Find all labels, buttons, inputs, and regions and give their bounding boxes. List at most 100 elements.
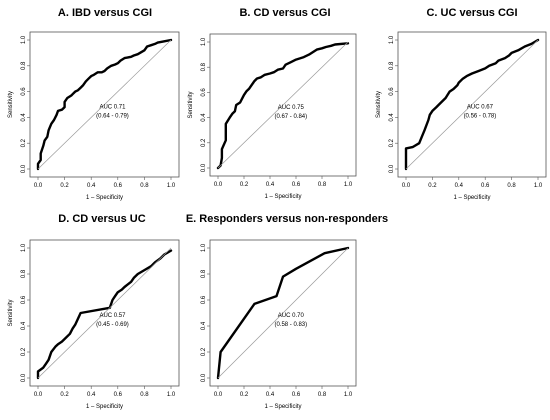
x-tick-label: 0.0 (34, 392, 43, 398)
plot-frame (397, 31, 547, 178)
x-tick-label: 0.4 (266, 392, 275, 398)
x-axis-label: 1 – Specificity (453, 195, 490, 201)
y-tick-label: 1.0 (389, 35, 395, 44)
y-tick-label: 1.0 (21, 243, 27, 252)
auc-ci-label: (0.56 - 0.78) (464, 113, 497, 119)
y-axis-label: Sensitivity (376, 91, 382, 118)
auc-label: AUC 0.67 (467, 104, 494, 110)
x-tick-label: 0.8 (507, 183, 516, 189)
x-tick-label: 1.0 (167, 392, 176, 398)
y-tick-label: 0.6 (389, 87, 395, 96)
plot-frame (29, 31, 180, 178)
x-axis-label: 1 – Specificity (86, 195, 123, 201)
x-tick-label: 0.8 (140, 183, 149, 189)
x-tick-label: 0.6 (114, 392, 123, 398)
panel-title: A. IBD versus CGI (58, 7, 152, 19)
auc-label: AUC 0.57 (99, 313, 126, 319)
roc-panel-4: D. CD versus UC 0.0 0.2 0.4 0.6 0.8 1.0 0.0 0.2 0… (8, 213, 180, 410)
panel-title: B. CD versus CGI (239, 7, 330, 19)
roc-panel-2: B. CD versus CGI 0.0 0.2 0.4 0.6 0.8 1.0 0.0 0.2… (188, 7, 357, 200)
y-tick-label: 0.8 (201, 269, 207, 278)
y-tick-label: 0.2 (389, 138, 395, 147)
reference-diagonal (217, 247, 349, 379)
y-tick-label: 0.4 (21, 321, 27, 330)
roc-curve (216, 246, 350, 380)
x-tick-label: 0.4 (266, 182, 275, 188)
x-tick-label: 0.2 (428, 183, 437, 189)
auc-ci-label: (0.45 - 0.69) (96, 322, 129, 328)
y-tick-label: 0.4 (201, 113, 207, 122)
reference-diagonal (217, 41, 349, 169)
y-tick-label: 1.0 (21, 35, 27, 44)
auc-ci-label: (0.58 - 0.83) (274, 322, 307, 328)
reference-diagonal (37, 39, 172, 170)
x-tick-label: 1.0 (534, 183, 543, 189)
y-tick-label: 1.0 (201, 37, 207, 46)
y-tick-label: 0.0 (21, 164, 27, 173)
y-tick-label: 1.0 (201, 243, 207, 252)
x-tick-label: 1.0 (167, 183, 176, 189)
y-tick-label: 0.4 (21, 113, 27, 122)
x-tick-label: 0.6 (114, 183, 123, 189)
x-axis-label: 1 – Specificity (264, 404, 301, 410)
x-tick-label: 0.6 (481, 183, 490, 189)
y-tick-label: 0.8 (21, 61, 27, 70)
y-tick-label: 0.2 (21, 138, 27, 147)
auc-label: AUC 0.70 (278, 313, 305, 319)
panel-title: D. CD versus UC (58, 213, 145, 225)
auc-ci-label: (0.67 - 0.84) (274, 114, 307, 120)
panel-title: C. UC versus CGI (426, 7, 517, 19)
x-tick-label: 0.0 (214, 392, 223, 398)
y-axis-label: Sensitivity (188, 91, 194, 118)
x-tick-label: 0.8 (318, 392, 327, 398)
reference-diagonal (37, 247, 172, 379)
roc-panel-5: E. Responders versus non-responders 0.0 0.… (186, 213, 388, 410)
y-tick-label: 0.8 (21, 269, 27, 278)
x-tick-label: 0.0 (34, 183, 43, 189)
x-tick-label: 0.2 (240, 182, 249, 188)
x-tick-label: 0.0 (214, 182, 223, 188)
auc-label: AUC 0.75 (278, 105, 305, 111)
y-tick-label: 0.2 (201, 138, 207, 147)
y-axis-label: Sensitivity (8, 91, 14, 118)
x-tick-label: 0.2 (60, 183, 69, 189)
x-tick-label: 0.6 (292, 392, 301, 398)
plot-frame (29, 239, 180, 387)
y-tick-label: 0.2 (201, 347, 207, 356)
y-tick-label: 0.6 (21, 87, 27, 96)
plot-frame (209, 33, 357, 177)
roc-curve (36, 38, 173, 171)
y-tick-label: 0.0 (389, 164, 395, 173)
y-tick-label: 0.0 (201, 163, 207, 172)
plot-frame (209, 239, 357, 387)
y-tick-label: 0.8 (201, 62, 207, 71)
y-axis-label: Sensitivity (8, 299, 14, 326)
x-axis-label: 1 – Specificity (86, 404, 123, 410)
auc-ci-label: (0.64 - 0.79) (96, 113, 129, 119)
x-tick-label: 0.2 (60, 392, 69, 398)
roc-panel-3: C. UC versus CGI 0.0 0.2 0.4 0.6 0.8 1.0 0.0 0.2… (376, 7, 547, 201)
y-tick-label: 0.6 (201, 295, 207, 304)
x-tick-label: 0.8 (140, 392, 149, 398)
x-tick-label: 0.2 (240, 392, 249, 398)
x-tick-label: 0.4 (87, 183, 96, 189)
x-tick-label: 0.4 (455, 183, 464, 189)
y-tick-label: 0.0 (201, 373, 207, 382)
x-tick-label: 0.6 (292, 182, 301, 188)
y-tick-label: 0.4 (389, 113, 395, 122)
y-tick-label: 0.2 (21, 347, 27, 356)
y-tick-label: 0.8 (389, 61, 395, 70)
x-tick-label: 0.4 (87, 392, 96, 398)
x-tick-label: 0.8 (318, 182, 327, 188)
x-tick-label: 0.0 (402, 183, 411, 189)
auc-label: AUC 0.71 (99, 104, 126, 110)
y-tick-label: 0.6 (201, 88, 207, 97)
x-tick-label: 1.0 (344, 392, 353, 398)
y-tick-label: 0.4 (201, 321, 207, 330)
y-tick-label: 0.6 (21, 295, 27, 304)
panel-title: E. Responders versus non-responders (186, 213, 388, 225)
y-tick-label: 0.0 (21, 373, 27, 382)
x-tick-label: 1.0 (344, 182, 353, 188)
x-axis-label: 1 – Specificity (264, 194, 301, 200)
